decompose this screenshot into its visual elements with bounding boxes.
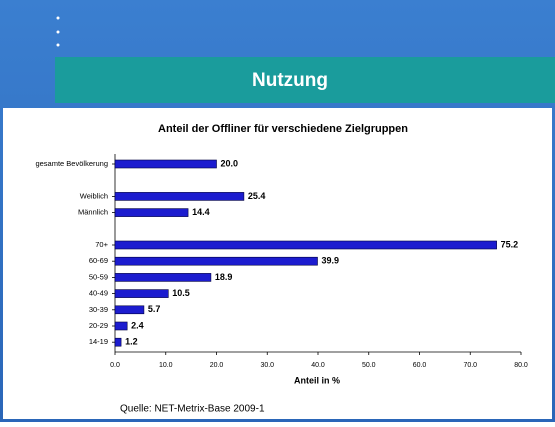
value-label: 25.4	[248, 191, 266, 201]
bar	[114, 321, 128, 331]
bar	[114, 273, 212, 282]
x-axis-label: Anteil in %	[294, 375, 340, 385]
y-tick-label: gesamte Bevölkerung	[35, 159, 108, 168]
bar	[114, 305, 145, 315]
value-label: 39.9	[321, 256, 339, 266]
value-label: 10.5	[172, 288, 190, 298]
x-tick-label: 40.0	[311, 362, 325, 369]
chart-title: Anteil der Offliner für verschiedene Zie…	[158, 123, 408, 135]
x-tick-label: 10.0	[159, 362, 173, 369]
x-tick-label: 70.0	[463, 362, 477, 369]
y-tick-label: 60-69	[89, 256, 108, 265]
slide-title: Nutzung	[252, 70, 328, 91]
x-tick-label: 0.0	[110, 362, 120, 369]
y-tick-label: 70+	[95, 240, 108, 249]
value-label: 75.2	[501, 239, 519, 249]
dot	[56, 16, 60, 20]
x-tick-label: 30.0	[260, 362, 274, 369]
bar	[114, 208, 189, 217]
plot: 0.0 10.0 20.0 30.0 40.0 50.0 60.0 70.0 80.0 gesam…	[35, 154, 528, 369]
y-tick-label: 40-49	[89, 289, 108, 298]
x-tick-label: 60.0	[413, 362, 427, 369]
title-band	[55, 57, 555, 103]
x-tick-label: 50.0	[362, 362, 376, 369]
y-tick-label: 20-29	[89, 321, 108, 330]
value-label: 18.9	[215, 272, 233, 282]
bar	[114, 337, 122, 347]
x-tick-label: 20.0	[210, 362, 224, 369]
bar	[114, 159, 217, 169]
y-tick-label: Männlich	[78, 208, 108, 217]
bar	[114, 289, 169, 298]
value-label: 2.4	[131, 320, 144, 330]
bar	[114, 240, 497, 250]
value-label: 5.7	[148, 304, 161, 314]
x-tick-label: 80.0	[514, 362, 528, 369]
dot	[56, 30, 60, 34]
dot	[56, 43, 60, 47]
bar	[114, 256, 318, 266]
bar	[114, 192, 245, 201]
y-tick-label: Weiblich	[80, 191, 108, 200]
y-tick-label: 30-39	[89, 305, 108, 314]
value-label: 1.2	[125, 337, 138, 347]
source: Quelle: NET-Metrix-Base 2009-1	[120, 404, 265, 415]
value-label: 20.0	[221, 158, 239, 168]
value-label: 14.4	[192, 207, 210, 217]
y-tick-label: 14-19	[89, 337, 108, 346]
y-tick-label: 50-59	[89, 272, 108, 281]
